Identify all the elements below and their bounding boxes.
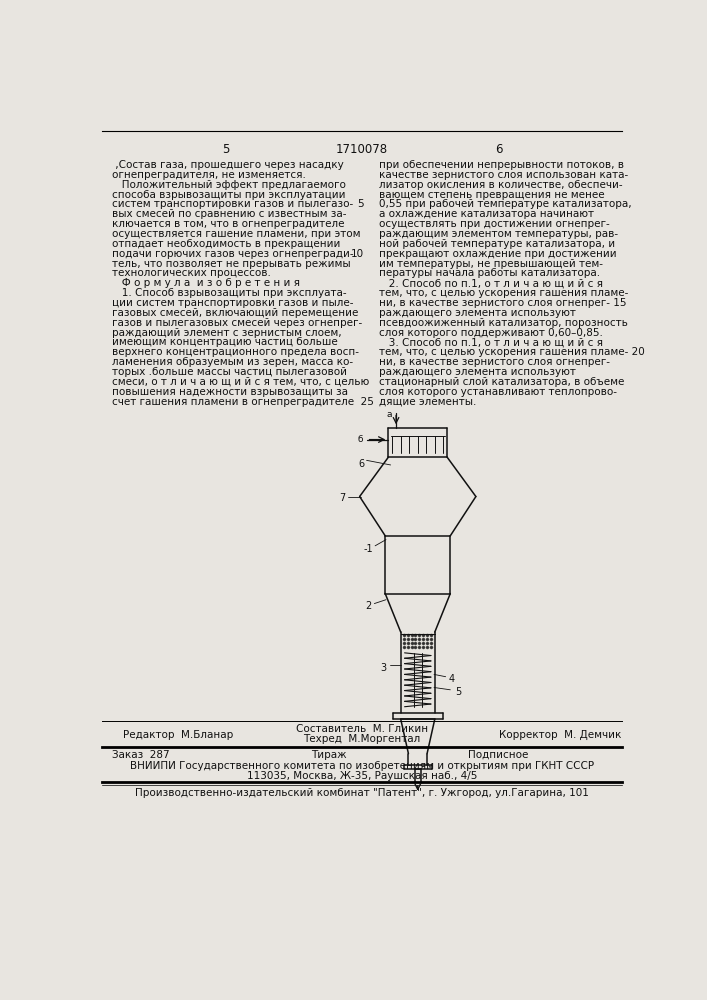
Text: 0,55 при рабочей температуре катализатора,: 0,55 при рабочей температуре катализатор… <box>379 199 631 209</box>
Text: осуществляется гашение пламени, при этом: осуществляется гашение пламени, при этом <box>112 229 360 239</box>
Text: при обеспечении непрерывности потоков, в: при обеспечении непрерывности потоков, в <box>379 160 624 170</box>
Text: Производственно-издательский комбинат "Патент", г. Ужгород, ул.Гагарина, 101: Производственно-издательский комбинат "П… <box>135 788 589 798</box>
Text: 5: 5 <box>357 199 363 209</box>
Text: Редактор  М.Бланар: Редактор М.Бланар <box>123 730 233 740</box>
Text: 2: 2 <box>365 601 371 611</box>
Text: Заказ  287: Заказ 287 <box>112 750 169 760</box>
Text: раждающий элемент с зернистым слоем,: раждающий элемент с зернистым слоем, <box>112 328 341 338</box>
Text: ,Состав газа, прошедшего через насадку: ,Состав газа, прошедшего через насадку <box>112 160 344 170</box>
Text: газовых смесей, включающий перемещение: газовых смесей, включающий перемещение <box>112 308 358 318</box>
Text: ламенения образуемым из зерен, масса ко-: ламенения образуемым из зерен, масса ко- <box>112 357 353 367</box>
Text: 113035, Москва, Ж-35, Раушская наб., 4/5: 113035, Москва, Ж-35, Раушская наб., 4/5 <box>247 771 477 781</box>
Text: 6: 6 <box>358 459 364 469</box>
Text: верхнего концентрационного предела восп-: верхнего концентрационного предела восп- <box>112 347 358 357</box>
Text: лизатор окисления в количестве, обеспечи-: лизатор окисления в количестве, обеспечи… <box>379 180 623 190</box>
Text: прекращают охлаждение при достижении: прекращают охлаждение при достижении <box>379 249 617 259</box>
Text: систем транспортировки газов и пылегазо-: систем транспортировки газов и пылегазо- <box>112 199 353 209</box>
Text: Составитель  М. Гликин: Составитель М. Гликин <box>296 724 428 734</box>
Text: отпадает необходимость в прекращении: отпадает необходимость в прекращении <box>112 239 340 249</box>
Text: раждающим элементом температуры, рав-: раждающим элементом температуры, рав- <box>379 229 618 239</box>
Text: 6: 6 <box>496 143 503 156</box>
Text: смеси, о т л и ч а ю щ и й с я тем, что, с целью: смеси, о т л и ч а ю щ и й с я тем, что,… <box>112 377 369 387</box>
Text: повышения надежности взрывозащиты за: повышения надежности взрывозащиты за <box>112 387 348 397</box>
Text: им температуры, не превышающей тем-: им температуры, не превышающей тем- <box>379 259 603 269</box>
Text: 1710078: 1710078 <box>336 143 388 156</box>
Text: счет гашения пламени в огнепреградителе  25: счет гашения пламени в огнепреградителе … <box>112 397 373 407</box>
Text: ной рабочей температуре катализатора, и: ной рабочей температуре катализатора, и <box>379 239 615 249</box>
Text: 3: 3 <box>380 663 387 673</box>
Text: Положительный эффект предлагаемого: Положительный эффект предлагаемого <box>112 180 346 190</box>
Text: тем, что, с целью ускорения гашения пламе- 20: тем, что, с целью ускорения гашения плам… <box>379 347 645 357</box>
Text: осуществлять при достижении огнепрег-: осуществлять при достижении огнепрег- <box>379 219 609 229</box>
Text: вых смесей по сравнению с известным за-: вых смесей по сравнению с известным за- <box>112 209 346 219</box>
Text: огнепреградителя, не изменяется.: огнепреградителя, не изменяется. <box>112 170 305 180</box>
Text: качестве зернистого слоя использован ката-: качестве зернистого слоя использован кат… <box>379 170 629 180</box>
Text: 4: 4 <box>449 674 455 684</box>
Text: а охлаждение катализатора начинают: а охлаждение катализатора начинают <box>379 209 594 219</box>
Text: газов и пылегазовых смесей через огнепрег-: газов и пылегазовых смесей через огнепре… <box>112 318 362 328</box>
Text: раждающего элемента используют: раждающего элемента используют <box>379 308 576 318</box>
Text: стационарный слой катализатора, в объеме: стационарный слой катализатора, в объеме <box>379 377 624 387</box>
Text: торых .больше массы частиц пылегазовой: торых .больше массы частиц пылегазовой <box>112 367 346 377</box>
Text: подачи горючих газов через огнепрегради-: подачи горючих газов через огнепрегради- <box>112 249 354 259</box>
Text: псевдоожиженный катализатор, порозность: псевдоожиженный катализатор, порозность <box>379 318 628 328</box>
Text: пературы начала работы катализатора.: пературы начала работы катализатора. <box>379 268 600 278</box>
Text: ни, в качестве зернистого слоя огнепрег- 15: ни, в качестве зернистого слоя огнепрег-… <box>379 298 626 308</box>
Text: технологических процессов.: технологических процессов. <box>112 268 271 278</box>
Text: 3. Способ по п.1, о т л и ч а ю щ и й с я: 3. Способ по п.1, о т л и ч а ю щ и й с … <box>379 337 603 347</box>
Text: имеющим концентрацию частиц больше: имеющим концентрацию частиц больше <box>112 337 337 347</box>
Text: Подписное: Подписное <box>468 750 529 760</box>
Text: тель, что позволяет не прерывать режимы: тель, что позволяет не прерывать режимы <box>112 259 350 269</box>
Text: б: б <box>357 435 363 444</box>
Text: дящие элементы.: дящие элементы. <box>379 397 477 407</box>
Text: вающем степень превращения не менее: вающем степень превращения не менее <box>379 190 604 200</box>
Text: ции систем транспортировки газов и пыле-: ции систем транспортировки газов и пыле- <box>112 298 353 308</box>
Text: 5: 5 <box>222 143 229 156</box>
Text: а: а <box>387 410 392 419</box>
Text: 2. Способ по п.1, о т л и ч а ю щ и й с я: 2. Способ по п.1, о т л и ч а ю щ и й с … <box>379 278 603 288</box>
Text: 7: 7 <box>339 493 346 503</box>
Text: ключается в том, что в огнепреградителе: ключается в том, что в огнепреградителе <box>112 219 344 229</box>
Text: ВНИИПИ Государственного комитета по изобретениям и открытиям при ГКНТ СССР: ВНИИПИ Государственного комитета по изоб… <box>130 761 594 771</box>
Text: ни, в качестве зернистого слоя огнепрег-: ни, в качестве зернистого слоя огнепрег- <box>379 357 610 367</box>
Text: Корректор  М. Демчик: Корректор М. Демчик <box>499 730 621 740</box>
Text: Тираж: Тираж <box>311 750 346 760</box>
Text: 10: 10 <box>351 249 363 259</box>
Text: слоя которого устанавливают теплопрово-: слоя которого устанавливают теплопрово- <box>379 387 617 397</box>
Text: Техред  М.Моргентал: Техред М.Моргентал <box>303 734 421 744</box>
Text: раждающего элемента используют: раждающего элемента используют <box>379 367 576 377</box>
Text: Ф о р м у л а  и з о б р е т е н и я: Ф о р м у л а и з о б р е т е н и я <box>112 278 300 288</box>
Text: слоя которого поддерживают 0,60–0,85.: слоя которого поддерживают 0,60–0,85. <box>379 328 603 338</box>
Text: -1: -1 <box>363 544 373 554</box>
Text: 5: 5 <box>455 687 461 697</box>
Text: тем, что, с целью ускорения гашения пламе-: тем, что, с целью ускорения гашения плам… <box>379 288 629 298</box>
Text: способа взрывозащиты при эксплуатации: способа взрывозащиты при эксплуатации <box>112 190 345 200</box>
Text: 1. Способ взрывозащиты при эксплуата-: 1. Способ взрывозащиты при эксплуата- <box>112 288 346 298</box>
